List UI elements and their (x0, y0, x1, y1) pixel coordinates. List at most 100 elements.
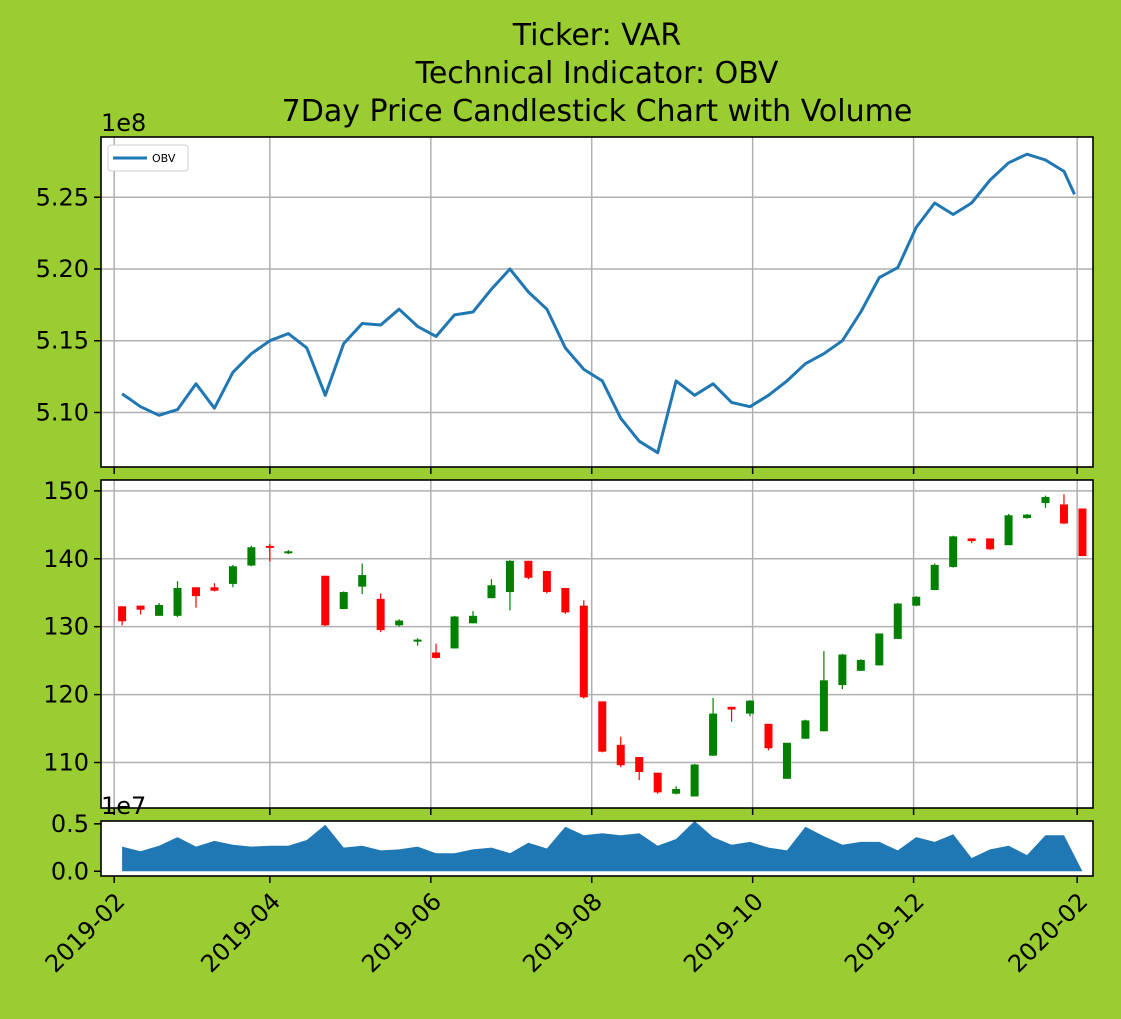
volume-y-ticks: 0.0 0.5 (51, 810, 101, 885)
candle-body (228, 566, 237, 584)
obv-panel: 5.10 5.15 5.20 5.25 1e8 OBV (36, 109, 1094, 468)
candle (856, 659, 865, 671)
candle-body (505, 560, 514, 593)
candle-body (191, 587, 200, 597)
price-y-ticks: 110 120 130 140 150 (43, 477, 101, 777)
chart-title-line-1: Ticker: VAR (512, 18, 681, 53)
candle (1004, 513, 1013, 546)
candle (561, 587, 570, 614)
candle-body (949, 536, 958, 567)
candle-body (247, 547, 256, 566)
obv-grid (101, 137, 1093, 467)
candle-body (1023, 514, 1032, 519)
chart-title-line-3: 7Day Price Candlestick Chart with Volume (282, 94, 913, 129)
candle (949, 535, 958, 568)
candle-body (432, 652, 441, 658)
candle-body (967, 538, 976, 542)
candle-body (579, 605, 588, 698)
candle (210, 583, 219, 592)
y-tick-label: 110 (43, 749, 89, 777)
candle-body (469, 615, 477, 624)
candle (228, 564, 237, 588)
candle-body (616, 744, 625, 766)
candle (358, 563, 367, 595)
y-tick-label: 0.5 (51, 810, 89, 838)
candle-body (986, 538, 995, 550)
candle-body (838, 654, 847, 686)
candle (1078, 508, 1087, 557)
volume-plot-frame (100, 820, 1094, 877)
candle (487, 579, 496, 599)
candle-body (524, 560, 533, 578)
price-plot-area (101, 480, 1093, 808)
candle (819, 651, 828, 732)
candle-body (856, 659, 865, 671)
candle (709, 697, 718, 756)
volume-area (122, 821, 1083, 872)
candle-body (173, 587, 182, 616)
candle (598, 701, 607, 753)
candle (746, 700, 755, 717)
candle-body (1004, 515, 1013, 546)
candle (616, 736, 625, 768)
candle (321, 575, 330, 627)
candle-body (819, 680, 828, 732)
candle (653, 772, 662, 794)
y-tick-label: 150 (43, 477, 89, 505)
candle (635, 757, 644, 781)
candle-body (413, 639, 422, 642)
candle (838, 653, 847, 690)
candle-body (672, 788, 681, 794)
candle-body (321, 575, 330, 626)
candle-body (653, 772, 662, 793)
candle (118, 606, 127, 626)
candle (986, 538, 995, 550)
legend-label-obv: OBV (152, 152, 176, 165)
y-tick-label: 5.10 (36, 398, 89, 426)
candle-body (487, 585, 496, 599)
legend-box (107, 144, 189, 172)
candle-body (709, 713, 718, 756)
candle-body (727, 706, 736, 710)
obv-series-line (121, 152, 1076, 455)
candle (912, 596, 921, 607)
volume-panel: 0.0 0.5 1e7 (51, 792, 1094, 885)
candle-body (764, 723, 773, 749)
candle-body (358, 575, 367, 587)
obv-offset-label: 1e8 (101, 109, 146, 137)
candle-body (690, 764, 699, 797)
candle-body (376, 598, 385, 631)
candle-body (1041, 496, 1050, 504)
price-plot-frame (100, 479, 1094, 809)
candle-body (598, 701, 607, 752)
candle (801, 719, 810, 739)
candle (432, 643, 441, 659)
candle (265, 543, 274, 562)
candle-body (136, 605, 145, 610)
candles (118, 494, 1087, 797)
candle-body (746, 700, 755, 714)
obv-legend: OBV (107, 144, 189, 172)
candle (967, 538, 976, 544)
candle-body (395, 620, 404, 626)
y-tick-label: 120 (43, 681, 89, 709)
obv-plot-area (101, 137, 1093, 467)
candle (450, 615, 459, 649)
chart-title-line-2: Technical Indicator: OBV (415, 56, 779, 91)
candle (339, 591, 348, 610)
y-tick-label: 5.25 (36, 183, 89, 211)
candle (469, 611, 477, 624)
candle-body (782, 742, 791, 779)
y-tick-label: 140 (43, 545, 89, 573)
candle (413, 638, 422, 646)
candle (764, 723, 773, 751)
candle (727, 706, 736, 722)
candle (376, 593, 385, 633)
candle-body (912, 596, 921, 606)
candle-body (1078, 508, 1087, 557)
volume-offset-label: 1e7 (101, 792, 146, 820)
candle (247, 545, 256, 567)
obv-y-ticks: 5.10 5.15 5.20 5.25 (36, 183, 101, 426)
price-panel: 110 120 130 140 150 (43, 477, 1094, 809)
